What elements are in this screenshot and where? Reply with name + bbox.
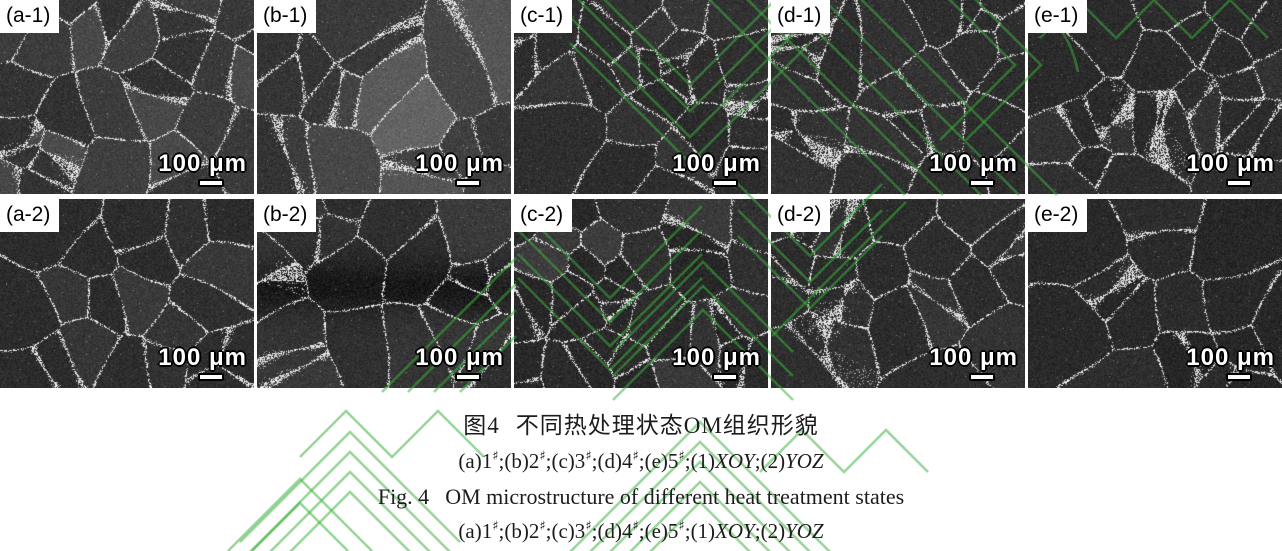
scale-bar bbox=[455, 373, 481, 381]
micrograph-panel: (c-1) 100 μm bbox=[514, 0, 768, 194]
micrograph-panel: (e-2) 100 μm bbox=[1028, 199, 1282, 388]
figure-caption: 图4 不同热处理状态OM组织形貌 (a)1♯;(b)2♯;(c)3♯;(d)4♯;… bbox=[0, 388, 1282, 551]
caption-en-text: OM microstructure of different heat trea… bbox=[445, 484, 905, 510]
scale-bar-label: 100 μm bbox=[415, 150, 504, 177]
panel-label: (e-2) bbox=[1028, 199, 1088, 233]
micrograph-panel: (b-2) 100 μm bbox=[257, 199, 511, 388]
scale-bar bbox=[712, 179, 738, 187]
scale-bar bbox=[198, 179, 224, 187]
scale-bar-label: 100 μm bbox=[1186, 344, 1275, 371]
scale-bar bbox=[1226, 373, 1252, 381]
scale-bar bbox=[712, 373, 738, 381]
scale-bar-label: 100 μm bbox=[672, 150, 761, 177]
micrograph-panel: (d-2) 100 μm bbox=[771, 199, 1025, 388]
panel-label: (b-2) bbox=[257, 199, 317, 233]
scale-bar-label: 100 μm bbox=[415, 344, 504, 371]
caption-en-title: Fig. 4 OM microstructure of different hea… bbox=[0, 485, 1282, 508]
micrograph-panel: (b-1) 100 μm bbox=[257, 0, 511, 194]
caption-zh-sublabels: (a)1♯;(b)2♯;(c)3♯;(d)4♯;(e)5♯;(1)XOY;(2)… bbox=[458, 449, 824, 474]
micrograph-panel: (a-2) 100 μm bbox=[0, 199, 254, 388]
panel-label: (d-2) bbox=[771, 199, 831, 233]
caption-zh-number: 图4 bbox=[463, 413, 500, 438]
scale-bar bbox=[198, 373, 224, 381]
panel-label: (e-1) bbox=[1028, 0, 1088, 34]
panel-label: (c-2) bbox=[514, 199, 573, 233]
panel-label: (a-2) bbox=[0, 199, 60, 233]
scale-bar bbox=[969, 179, 995, 187]
panel-label: (d-1) bbox=[771, 0, 831, 34]
micrograph-grid: (a-1) 100 μm (b-1) 100 μm (c-1) 100 μm (… bbox=[0, 0, 1282, 388]
scale-bar-label: 100 μm bbox=[672, 344, 761, 371]
scale-bar bbox=[969, 373, 995, 381]
scale-bar-label: 100 μm bbox=[158, 150, 247, 177]
scale-bar-label: 100 μm bbox=[929, 150, 1018, 177]
scale-bar-label: 100 μm bbox=[1186, 150, 1275, 177]
caption-en-number: Fig. 4 bbox=[377, 484, 430, 510]
caption-zh-text: 不同热处理状态OM组织形貌 bbox=[515, 413, 819, 438]
micrograph-panel: (c-2) 100 μm bbox=[514, 199, 768, 388]
micrograph-panel: (d-1) 100 μm bbox=[771, 0, 1025, 194]
scale-bar bbox=[455, 179, 481, 187]
micrograph-panel: (e-1) 100 μm bbox=[1028, 0, 1282, 194]
panel-label: (a-1) bbox=[0, 0, 60, 34]
panel-label: (c-1) bbox=[514, 0, 573, 34]
scale-bar bbox=[1226, 179, 1252, 187]
panel-label: (b-1) bbox=[257, 0, 317, 34]
caption-en-sublabels: (a)1♯;(b)2♯;(c)3♯;(d)4♯;(e)5♯;(1)XOY;(2)… bbox=[458, 519, 824, 544]
scale-bar-label: 100 μm bbox=[158, 344, 247, 371]
micrograph-panel: (a-1) 100 μm bbox=[0, 0, 254, 194]
caption-zh-title: 图4 不同热处理状态OM组织形貌 bbox=[0, 413, 1282, 438]
scale-bar-label: 100 μm bbox=[929, 344, 1018, 371]
